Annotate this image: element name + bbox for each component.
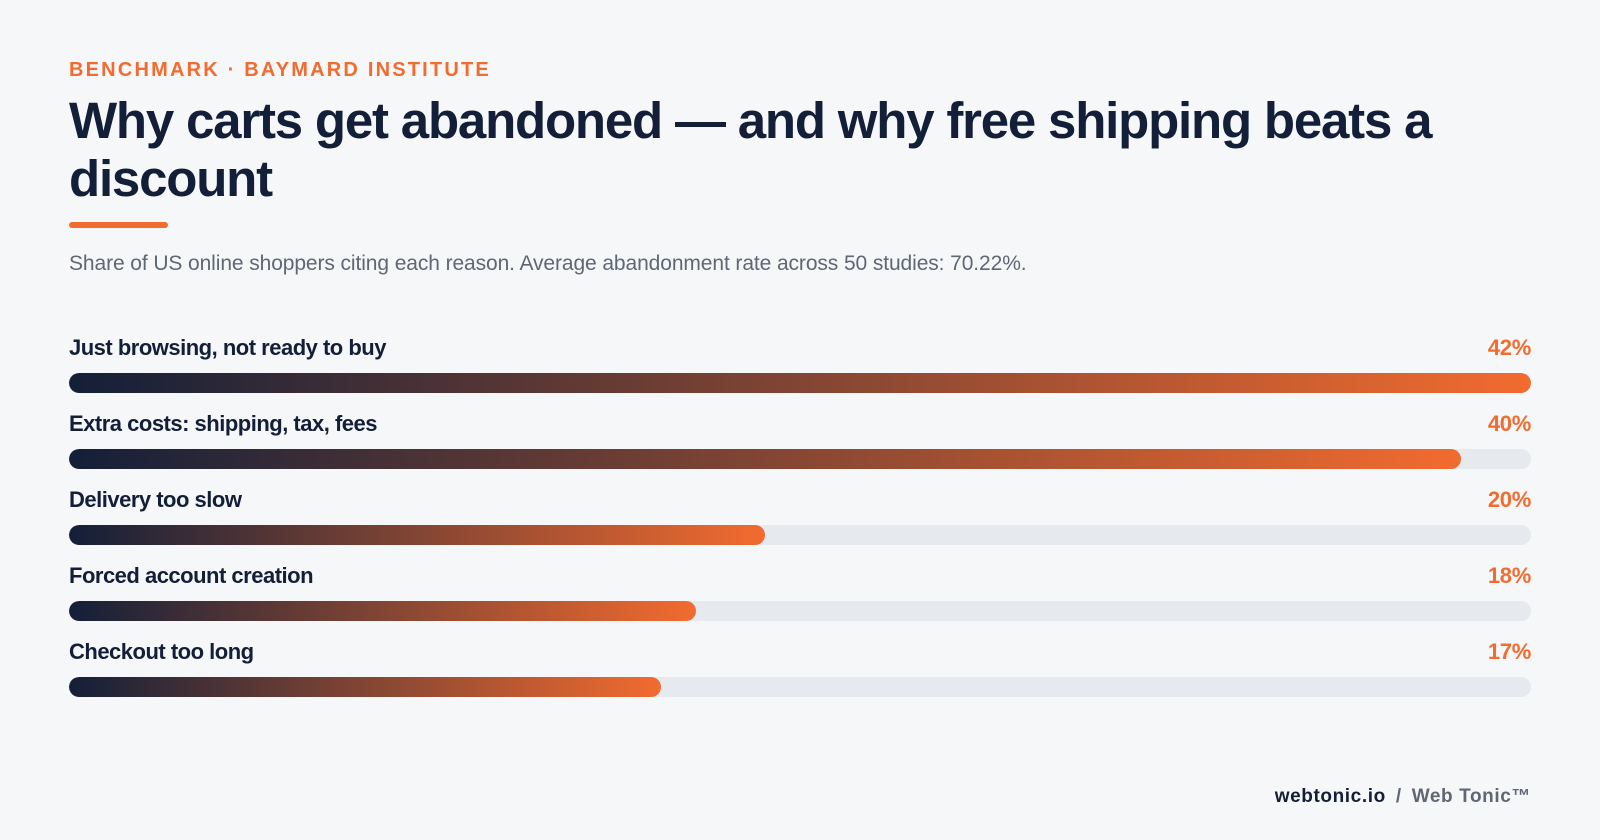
footer-separator: /: [1395, 786, 1402, 807]
bar-label: Forced account creation: [69, 563, 314, 588]
bar-track: [69, 373, 1531, 393]
bar: [69, 373, 1531, 393]
page-title: Why carts get abandoned — and why free s…: [69, 92, 1432, 207]
bar-label: Checkout too long: [69, 639, 254, 664]
bar-track: [69, 449, 1531, 469]
bar-value-label: 20%: [1487, 487, 1531, 512]
bar-value-label: 42%: [1487, 335, 1531, 360]
subtitle: Share of US online shoppers citing each …: [69, 252, 1027, 275]
bar-row: Delivery too slow 20%: [69, 487, 1531, 547]
bar: [69, 601, 696, 621]
bar-label: Extra costs: shipping, tax, fees: [69, 411, 377, 436]
bar: [69, 449, 1461, 469]
bar-chart: Just browsing, not ready to buy 42% Extra …: [69, 335, 1531, 715]
bar-row: Checkout too long 17%: [69, 639, 1531, 699]
bar-value-label: 18%: [1487, 563, 1531, 588]
bar-value-label: 17%: [1487, 639, 1531, 664]
bar-row: Just browsing, not ready to buy 42%: [69, 335, 1531, 395]
bar-value-label: 40%: [1487, 411, 1531, 436]
bar-row: Forced account creation 18%: [69, 563, 1531, 623]
footer: webtonic.io / Web Tonic™: [1275, 786, 1531, 808]
bar-track: [69, 677, 1531, 697]
bar-label: Just browsing, not ready to buy: [69, 335, 386, 360]
footer-brand: Web Tonic™: [1411, 786, 1531, 807]
accent-rule: [69, 222, 168, 228]
bar: [69, 677, 661, 697]
bar-label: Delivery too slow: [69, 487, 242, 512]
bar-track: [69, 601, 1531, 621]
footer-site: webtonic.io: [1274, 786, 1386, 807]
bar-track: [69, 525, 1531, 545]
bar-row: Extra costs: shipping, tax, fees 40%: [69, 411, 1531, 471]
eyebrow: BENCHMARK · BAYMARD INSTITUTE: [69, 59, 491, 81]
bar: [69, 525, 765, 545]
